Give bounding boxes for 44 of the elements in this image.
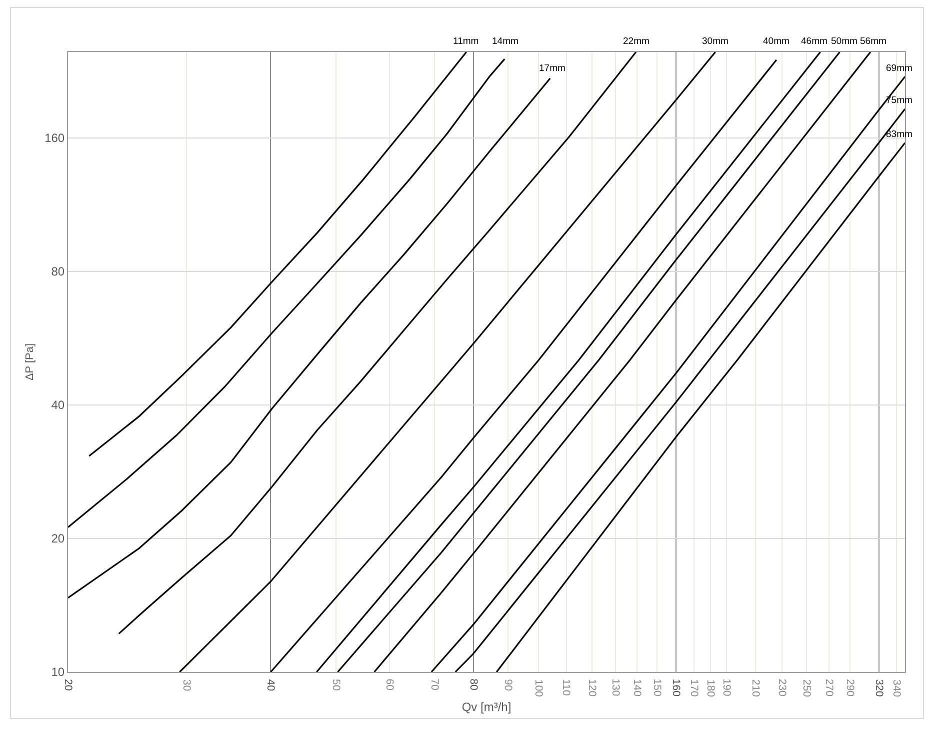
x-tick-label: 90 — [502, 679, 514, 691]
x-tick-label: 60 — [383, 678, 396, 691]
x-tick-label: 140 — [631, 678, 644, 697]
x-tick-label: 100 — [532, 679, 545, 698]
x-tick-label: 190 — [720, 678, 732, 696]
x-tick-label: 340 — [890, 679, 903, 698]
x-tick-label: 40 — [264, 679, 277, 692]
x-tick-label: 320 — [872, 679, 885, 697]
x-tick-label: 30 — [180, 679, 193, 692]
y-tick-label: 160 — [44, 131, 65, 146]
x-tick-label: 130 — [609, 678, 622, 696]
series-label: 75mm — [886, 95, 912, 106]
y-tick-label: 10 — [51, 665, 65, 680]
y-tick-label: 40 — [51, 398, 65, 412]
series-label: 30mm — [702, 36, 728, 47]
series-label: 22mm — [623, 36, 650, 47]
x-tick-label: 210 — [750, 679, 762, 698]
y-tick-label: 80 — [51, 264, 65, 279]
x-tick-label: 20 — [62, 679, 74, 691]
series-label: 50mm — [831, 36, 858, 47]
x-tick-label: 80 — [467, 678, 480, 690]
series-label: 11mm — [453, 36, 479, 47]
x-tick-label: 70 — [428, 678, 440, 690]
x-tick-label: 230 — [776, 678, 788, 696]
series-label: 83mm — [886, 129, 912, 140]
x-tick-label: 160 — [670, 678, 682, 697]
x-tick-label: 180 — [704, 679, 717, 698]
series-label: 14mm — [492, 36, 518, 47]
x-tick-label: 150 — [651, 678, 664, 696]
y-tick-label: 20 — [51, 532, 65, 546]
series-label: 40mm — [763, 36, 790, 47]
series-label: 69mm — [886, 63, 912, 74]
x-axis-title: Qv [m³/h] — [462, 700, 512, 714]
x-tick-label: 120 — [586, 679, 598, 697]
x-tick-label: 270 — [823, 678, 836, 697]
x-tick-label: 50 — [330, 679, 342, 691]
x-tick-label: 170 — [688, 679, 700, 697]
series-label: 46mm — [801, 36, 828, 47]
x-tick-label: 110 — [560, 678, 572, 696]
series-label: 56mm — [860, 36, 886, 47]
x-tick-label: 290 — [844, 678, 856, 697]
series-label: 17mm — [539, 63, 566, 74]
y-axis-title: ΔP [Pa] — [24, 343, 36, 381]
x-tick-label: 250 — [800, 679, 813, 698]
